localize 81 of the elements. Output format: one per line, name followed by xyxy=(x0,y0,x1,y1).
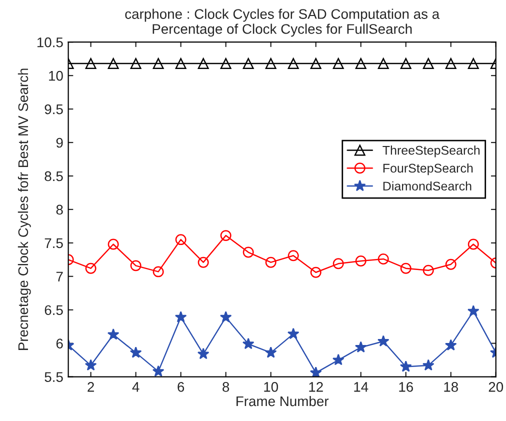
x-axis-title: Frame Number xyxy=(236,396,329,406)
point xyxy=(422,264,434,276)
point xyxy=(400,262,412,274)
point xyxy=(242,338,254,350)
point xyxy=(355,58,366,70)
point xyxy=(265,58,276,70)
legend-label: DiamondSearch xyxy=(383,181,472,191)
x-tick-label: 2 xyxy=(88,382,94,392)
point xyxy=(332,58,344,70)
point xyxy=(400,360,412,372)
y-tick-label: 5.5 xyxy=(44,372,63,382)
point xyxy=(264,346,277,358)
point xyxy=(444,339,457,350)
legend-label: ThreeStepSearch xyxy=(382,146,480,158)
x-tick-label: 8 xyxy=(222,382,230,392)
y-tick-label: 9 xyxy=(56,138,63,148)
point xyxy=(467,305,480,316)
point xyxy=(174,311,187,322)
point xyxy=(175,234,186,246)
point xyxy=(84,359,97,371)
y-tick-label: 8.5 xyxy=(44,171,63,182)
point xyxy=(377,335,390,346)
point xyxy=(468,58,479,70)
point xyxy=(332,258,344,270)
point xyxy=(355,256,366,266)
point xyxy=(310,266,322,278)
x-tick-label: 10 xyxy=(264,382,278,392)
x-tick-label: 12 xyxy=(309,382,323,392)
x-tick-label: 16 xyxy=(399,382,413,392)
y-tick-label: 7.5 xyxy=(44,238,63,248)
y-tick-label: 6.5 xyxy=(44,305,63,316)
point xyxy=(130,58,142,70)
y-tick-label: 8 xyxy=(56,204,63,215)
point xyxy=(310,366,322,377)
point xyxy=(242,246,254,258)
point xyxy=(107,328,120,340)
point xyxy=(400,58,412,70)
y-tick-label: 10 xyxy=(49,70,63,81)
legend-label: FourStepSearch xyxy=(383,163,473,176)
point xyxy=(198,58,209,70)
point xyxy=(152,58,164,70)
point xyxy=(220,230,232,242)
point xyxy=(85,262,96,274)
point xyxy=(378,58,389,70)
point xyxy=(198,256,209,268)
point xyxy=(197,348,210,360)
x-tick-label: 6 xyxy=(178,382,184,392)
point xyxy=(220,58,232,70)
point xyxy=(445,258,456,270)
y-tick-label: 10.5 xyxy=(37,37,63,48)
point xyxy=(310,58,322,70)
point xyxy=(108,238,119,250)
point xyxy=(468,238,479,250)
point xyxy=(354,341,367,352)
point xyxy=(130,346,142,358)
point xyxy=(152,266,164,278)
x-tick-label: 20 xyxy=(488,382,504,392)
point xyxy=(220,311,232,322)
x-tick-label: 18 xyxy=(444,382,458,392)
y-tick-label: 9.5 xyxy=(44,104,63,114)
y-tick-label: 6 xyxy=(56,338,63,348)
y-tick-label: 7 xyxy=(56,272,63,282)
chart-title: carphone : Clock Cycles for SAD Computation as a Percentage of Clock Cycles for FullSearch xyxy=(125,8,440,37)
point xyxy=(265,256,276,268)
point xyxy=(130,260,142,272)
point xyxy=(152,365,164,377)
point xyxy=(85,58,96,70)
point xyxy=(422,58,434,70)
point xyxy=(332,354,344,366)
point xyxy=(445,58,456,70)
point xyxy=(242,58,254,70)
point xyxy=(378,253,389,264)
point xyxy=(288,58,299,70)
y-axis-title: Precnetage Clock Cycles fofr Best MV Search xyxy=(18,68,31,350)
point xyxy=(108,58,119,70)
point xyxy=(288,250,299,262)
point xyxy=(175,58,186,70)
x-tick-label: 14 xyxy=(354,382,368,392)
point xyxy=(422,359,434,371)
point xyxy=(287,328,300,340)
x-tick-label: 4 xyxy=(132,382,140,392)
